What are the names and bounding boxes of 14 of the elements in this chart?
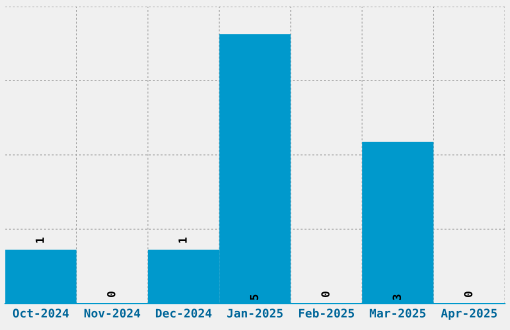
x-tick-label: Oct-2024: [12, 308, 69, 318]
x-tick-label: Apr-2025: [440, 308, 497, 320]
x-tick-label: Dec-2024: [156, 308, 212, 318]
x-tick-label: Mar-2025: [370, 308, 426, 318]
data-label: 1: [178, 238, 187, 243]
x-tick-label: Feb-2025: [299, 308, 354, 318]
data-label: 5: [250, 294, 258, 300]
data-label: 1: [36, 238, 44, 243]
data-label: 0: [107, 292, 116, 297]
data-label: 0: [464, 292, 472, 297]
data-label: 0: [321, 292, 330, 297]
x-tick-label: Nov-2024: [84, 308, 140, 318]
x-tick-label: Jan-2025: [227, 308, 283, 318]
data-label: 3: [392, 294, 402, 300]
